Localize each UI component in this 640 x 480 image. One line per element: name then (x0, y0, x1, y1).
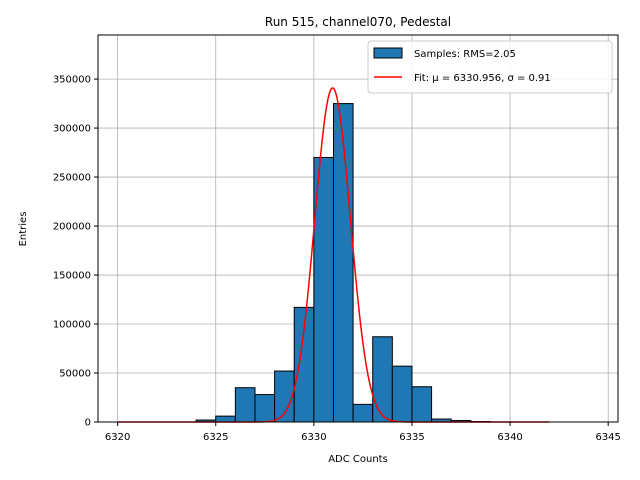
y-tick-label: 350000 (53, 75, 91, 86)
histogram-bars (195, 103, 491, 423)
histogram-bar (411, 386, 433, 423)
histogram-bar (254, 394, 276, 423)
legend: Samples: RMS=2.05 Fit: μ = 6330.956, σ =… (367, 40, 613, 94)
plot-frame (97, 34, 619, 423)
x-axis-ticks: 6320 6325 6330 6335 6340 6345 (105, 422, 621, 443)
legend-label-samples: Samples: RMS=2.05 (414, 49, 516, 60)
histogram-bar (352, 403, 374, 423)
y-axis-ticks: 0 50000 100000 150000 200000 250000 300000 3500… (53, 75, 98, 429)
y-axis-label: Entries (18, 212, 29, 247)
x-tick-label: 6330 (301, 432, 326, 443)
x-axis-label: ADC Counts (328, 454, 388, 465)
y-tick-label: 0 (85, 418, 91, 429)
histogram-bar (234, 387, 256, 423)
legend-swatch-samples (373, 47, 403, 59)
y-tick-label: 300000 (53, 124, 91, 135)
y-tick-label: 50000 (59, 369, 91, 380)
legend-box (367, 40, 613, 94)
legend-label-fit: Fit: μ = 6330.956, σ = 0.91 (414, 73, 551, 84)
histogram-bar (372, 336, 393, 423)
x-tick-label: 6325 (203, 432, 228, 443)
x-tick-label: 6320 (105, 432, 130, 443)
x-tick-label: 6345 (595, 432, 620, 443)
histogram-bar (332, 103, 354, 423)
histogram-bar (215, 415, 236, 423)
plot-area (98, 35, 618, 422)
y-tick-label: 200000 (53, 222, 91, 233)
y-tick-label: 250000 (53, 173, 91, 184)
x-tick-label: 6335 (399, 432, 424, 443)
y-tick-label: 150000 (53, 271, 91, 282)
chart-title: Run 515, channel070, Pedestal (265, 15, 451, 29)
y-tick-label: 100000 (53, 320, 91, 331)
x-tick-label: 6340 (497, 432, 522, 443)
histogram-bar (391, 365, 413, 423)
